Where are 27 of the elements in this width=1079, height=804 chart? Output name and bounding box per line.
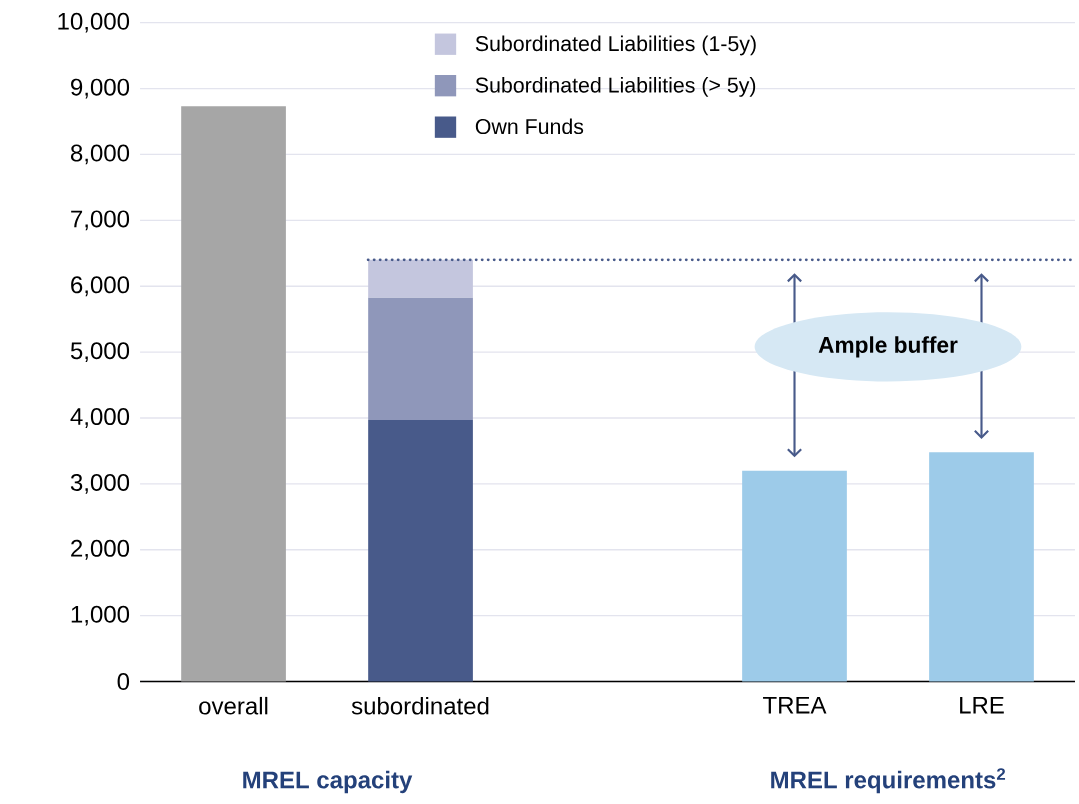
y-tick-label: 10,000 xyxy=(58,12,130,33)
y-tick-label: 2,000 xyxy=(71,539,130,560)
x-tick-label: subordinated xyxy=(351,696,489,715)
y-tick-label: 8,000 xyxy=(70,144,130,165)
bar xyxy=(181,106,286,682)
y-tick-label: 5,000 xyxy=(70,342,130,362)
y-tick-label: 4,000 xyxy=(70,407,130,428)
text: MREL requirements$^{2}$ xyxy=(771,768,1006,794)
bar xyxy=(368,297,473,420)
bar xyxy=(368,259,473,298)
text: MREL capacity xyxy=(243,770,413,794)
y-tick-label: 9,000 xyxy=(71,78,130,99)
x-tick-label: overall xyxy=(199,696,268,715)
legend-label: Own Funds xyxy=(475,118,584,134)
annotation: Ample buffer xyxy=(818,336,958,358)
y-tick-label: 0 xyxy=(117,672,130,690)
bar xyxy=(742,470,847,682)
bar xyxy=(368,419,473,682)
x-tick-label: TREA xyxy=(763,696,827,714)
y-tick-label: 1,000 xyxy=(71,605,130,626)
bar xyxy=(929,452,1034,682)
legend-label: Subordinated Liabilities (1-5y) xyxy=(475,35,756,56)
y-tick-label: 3,000 xyxy=(70,473,130,494)
legend-label: Subordinated Liabilities (> 5y) xyxy=(475,76,756,97)
y-tick-label: 7,000 xyxy=(71,210,130,231)
x-tick-label: LRE xyxy=(960,696,1004,714)
y-tick-label: 6,000 xyxy=(71,276,130,297)
